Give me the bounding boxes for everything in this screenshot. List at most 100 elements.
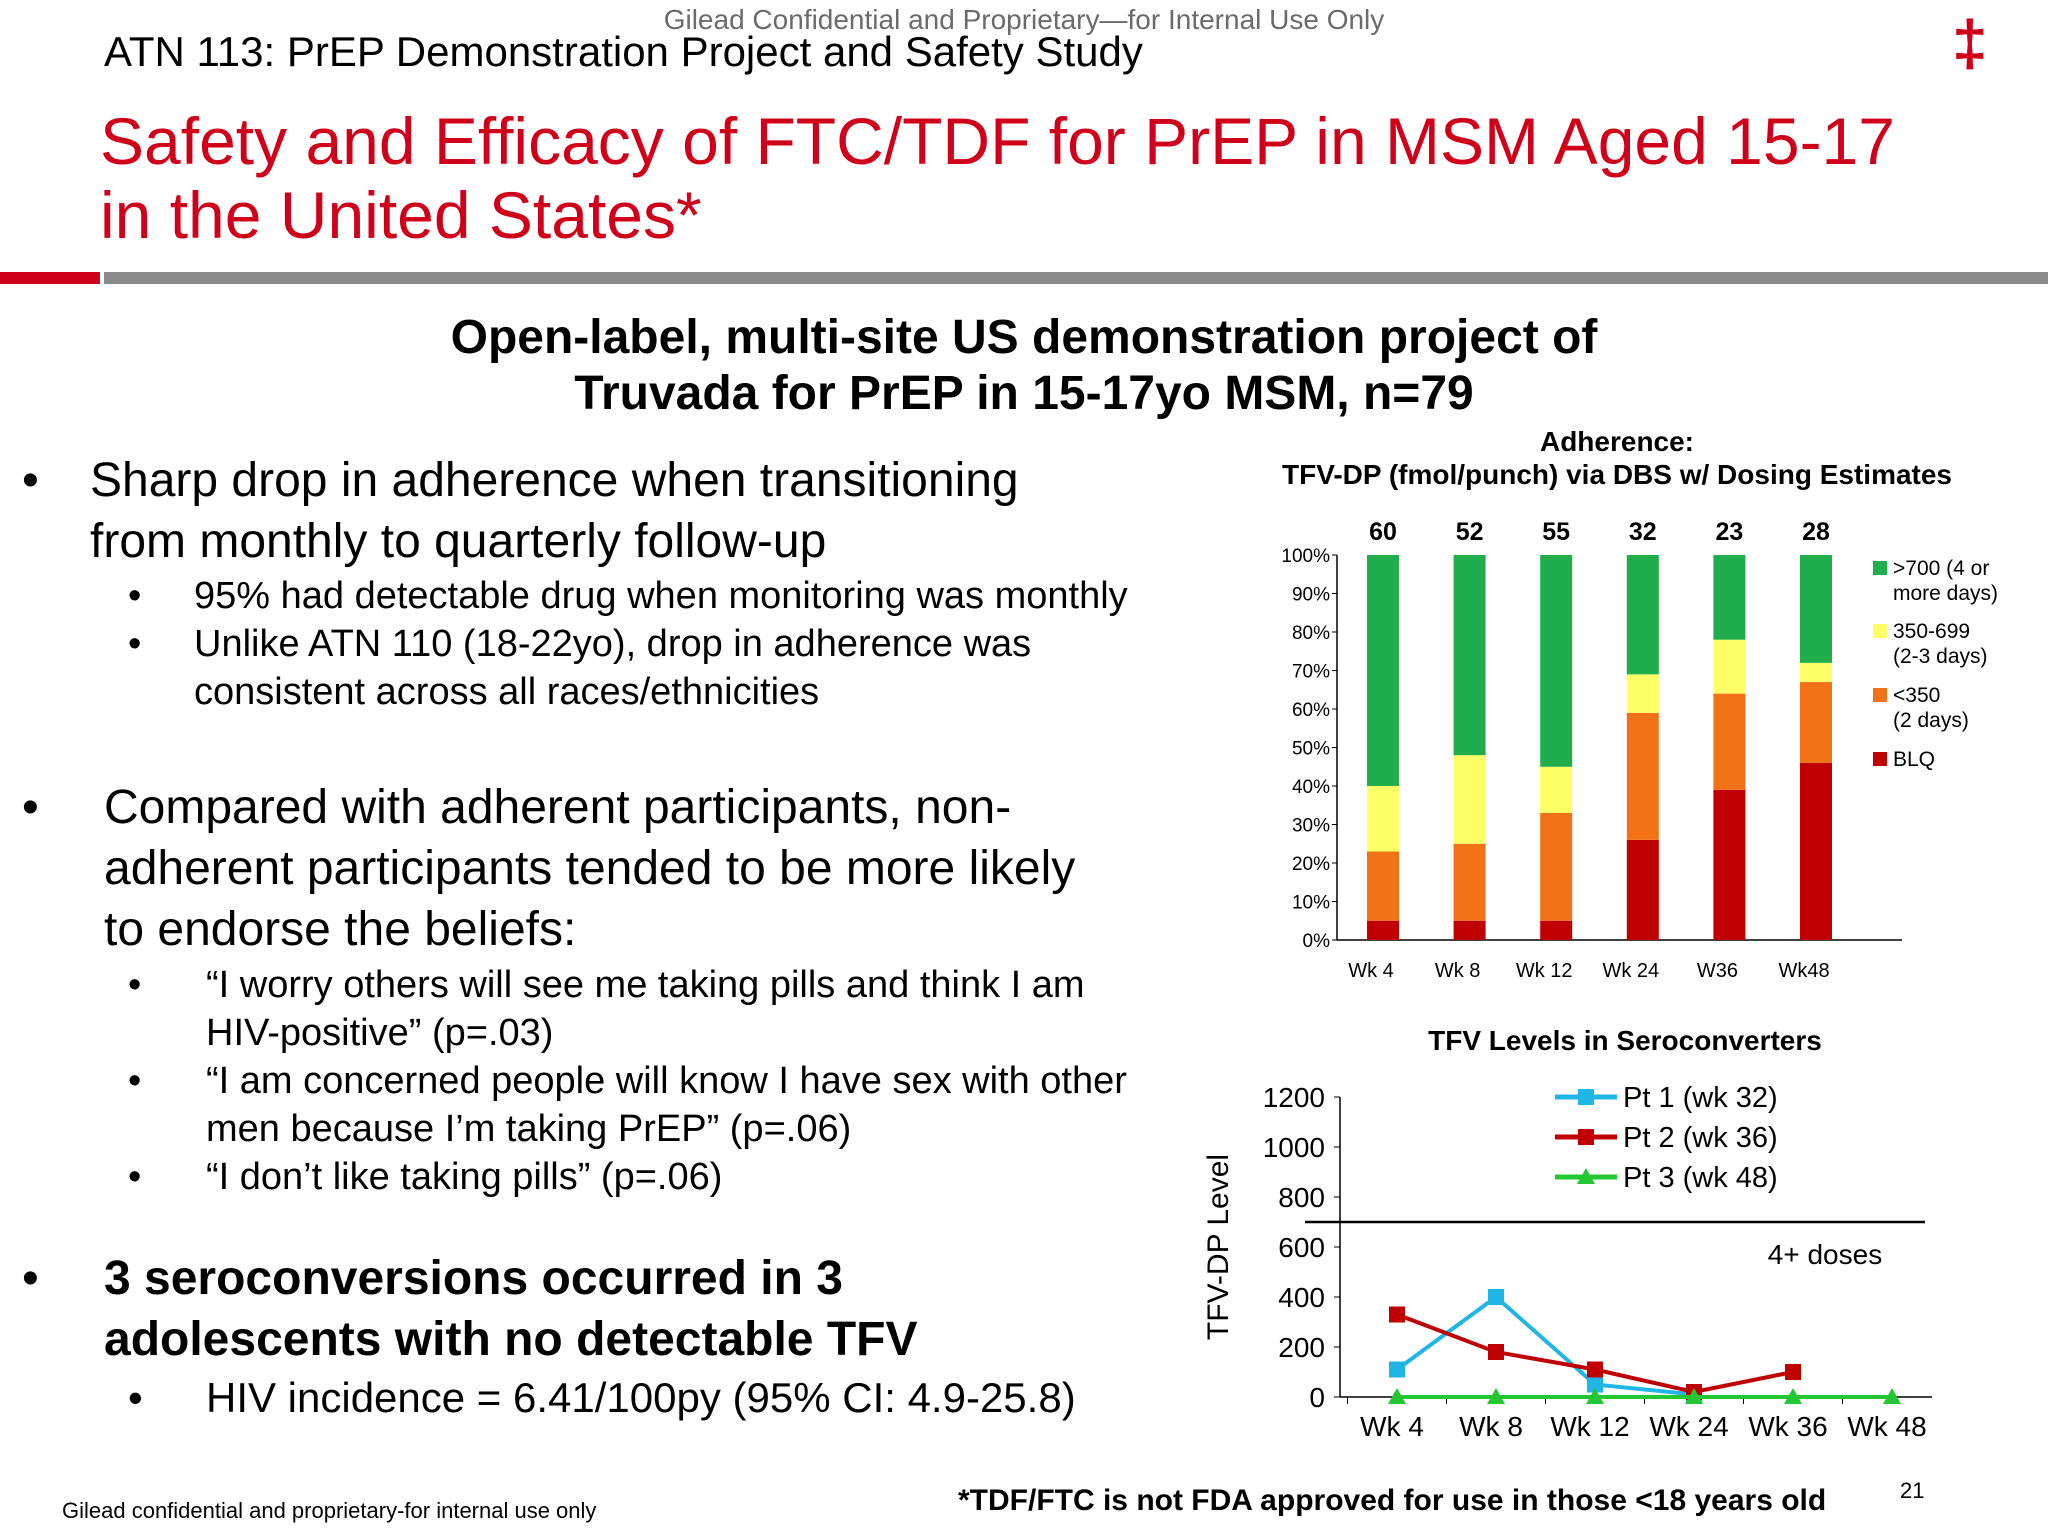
footer-fda-note: *TDF/FTC is not FDA approved for use in … [958,1484,1827,1517]
title-rule-red [0,272,100,284]
line-point [1389,1361,1405,1378]
bar-legend-swatch [1873,624,1887,638]
bar-legend-label: 350-699 [1893,620,1970,643]
subtitle-line: Open-label, multi-site US demonstration … [450,311,1598,364]
bar-x-tick-label: Wk48 [1778,960,1829,982]
bar-legend-label: more days) [1893,582,1998,605]
page-number: 21 [1900,1478,1925,1503]
bar-segment [1540,766,1573,813]
bullet-line: Sharp drop in adherence when transitioni… [90,454,1019,507]
bullet-dot: • [128,964,142,1006]
bar-segment [1453,920,1486,940]
line-point [1577,1168,1595,1184]
line-point [1586,1388,1604,1404]
bar-segment [1626,674,1659,713]
bar-n-label: 32 [1629,518,1657,546]
subbullet-atn110: • Unlike ATN 110 (18-22yo), drop in adhe… [128,620,1032,716]
bar-segment [1800,555,1832,663]
subbullet-belief-pills: • “I don’t like taking pills” (p=.06) [128,1153,723,1201]
bar-legend-label: >700 (4 or [1893,557,1989,580]
line-point [1587,1376,1603,1393]
bar-y-tick-label: 50% [1292,739,1330,760]
line-x-tick-label: Wk 24 [1649,1411,1728,1442]
bar-legend-label: <350 [1893,684,1940,707]
bar-legend-swatch [1873,688,1887,702]
bullet-dot: • [22,781,39,834]
bar-n-label: 52 [1456,518,1484,546]
bar-y-tick-label: 90% [1292,585,1330,606]
bar-segment [1453,755,1486,844]
bar-segment [1367,851,1399,921]
line-point [1488,1289,1504,1305]
footer-confidential: Gilead confidential and proprietary-for … [62,1498,597,1523]
line-point [1389,1306,1405,1323]
bullet-dot: • [128,623,142,665]
adherence-stacked-bar-chart: Adherence:TFV-DP (fmol/punch) via DBS w/… [1281,426,1998,982]
subtitle-line: Truvada for PrEP in 15-17yo MSM, n=79 [574,367,1474,420]
subbullet-line: HIV incidence = 6.41/100py (95% CI: 4.9-… [206,1374,1076,1421]
line-point [1784,1388,1802,1404]
line-legend-label: Pt 2 (wk 36) [1623,1122,1778,1154]
line-y-tick-label: 1000 [1263,1132,1325,1163]
bullet-adherence-drop: • Sharp drop in adherence when transitio… [22,450,1019,572]
bullet-line: from monthly to quarterly follow-up [90,515,827,568]
bullet-line: Compared with adherent participants, non… [104,781,1012,834]
bar-segment [1453,843,1486,921]
line-point [1578,1089,1594,1105]
bar-segment [1713,789,1746,940]
bar-y-tick-label: 80% [1292,623,1330,644]
bar-chart-title: Adherence: [1540,426,1694,457]
line-x-tick-label: Wk 8 [1459,1411,1523,1442]
reference-line-label: 4+ doses [1768,1239,1882,1270]
subbullet-line: 95% had detectable drug when monitoring … [194,575,1128,617]
bar-y-tick-label: 100% [1281,546,1330,567]
bullet-dot: • [128,1374,143,1421]
bar-segment [1626,839,1659,940]
bar-segment [1367,555,1399,786]
line-legend-label: Pt 3 (wk 48) [1623,1162,1778,1194]
bullet-seroconversions: • 3 seroconversions occurred in 3 adoles… [22,1248,918,1370]
line-y-tick-label: 0 [1309,1382,1325,1413]
bullet-line: adherent participants tended to be more … [104,842,1076,895]
bar-segment [1713,555,1746,640]
bullet-dot: • [128,1060,142,1102]
subbullet-line: “I worry others will see me taking pills… [206,964,1085,1006]
confidential-banner: Gilead Confidential and Proprietary—for … [663,4,1385,35]
bar-legend-label: BLQ [1893,748,1935,771]
bar-legend-label: (2-3 days) [1893,645,1988,668]
line-y-tick-label: 1200 [1263,1082,1325,1113]
bullet-dot: • [22,1252,39,1305]
subbullet-line: Unlike ATN 110 (18-22yo), drop in adhere… [194,623,1032,665]
bar-n-label: 55 [1542,518,1570,546]
subbullet-belief-hiv: • “I worry others will see me taking pil… [128,961,1085,1057]
line-point [1578,1129,1594,1145]
bar-y-tick-label: 10% [1292,893,1330,914]
subbullet-line: consistent across all races/ethnicities [194,671,820,713]
line-point [1883,1388,1901,1404]
title-rule-gray [104,272,2048,284]
subbullet-line: “I am concerned people will know I have … [206,1060,1127,1102]
line-point [1487,1388,1505,1404]
line-chart-title: TFV Levels in Seroconverters [1428,1025,1822,1056]
line-point [1785,1364,1801,1380]
bar-y-tick-label: 70% [1292,662,1330,683]
bar-y-tick-label: 0% [1303,931,1331,952]
line-point [1587,1361,1603,1378]
bar-n-label: 60 [1369,518,1397,546]
bar-y-tick-label: 30% [1292,816,1330,837]
bar-segment [1626,555,1659,675]
bar-x-tick-label: Wk 12 [1516,960,1573,982]
line-x-tick-label: Wk 12 [1550,1411,1629,1442]
bar-segment [1367,920,1399,940]
line-y-tick-label: 600 [1278,1232,1325,1263]
tfv-seroconverter-line-chart: TFV Levels in Seroconverters TFV-DP Level… [1202,1025,1932,1442]
subbullet-line: men because I’m taking PrEP” (p=.06) [206,1108,852,1150]
logo-dagger-icon: ‡ [1952,7,1988,79]
slide-title: Safety and Efficacy of FTC/TDF for PrEP … [100,104,1895,252]
subbullet-line: “I don’t like taking pills” (p=.06) [206,1156,723,1198]
subbullet-belief-sex: • “I am concerned people will know I hav… [128,1057,1127,1153]
bar-segment [1800,682,1832,763]
bullet-beliefs: • Compared with adherent participants, n… [22,777,1076,960]
subbullet-detectable-drug: • 95% had detectable drug when monitorin… [128,572,1128,620]
line-y-tick-label: 200 [1278,1332,1325,1363]
